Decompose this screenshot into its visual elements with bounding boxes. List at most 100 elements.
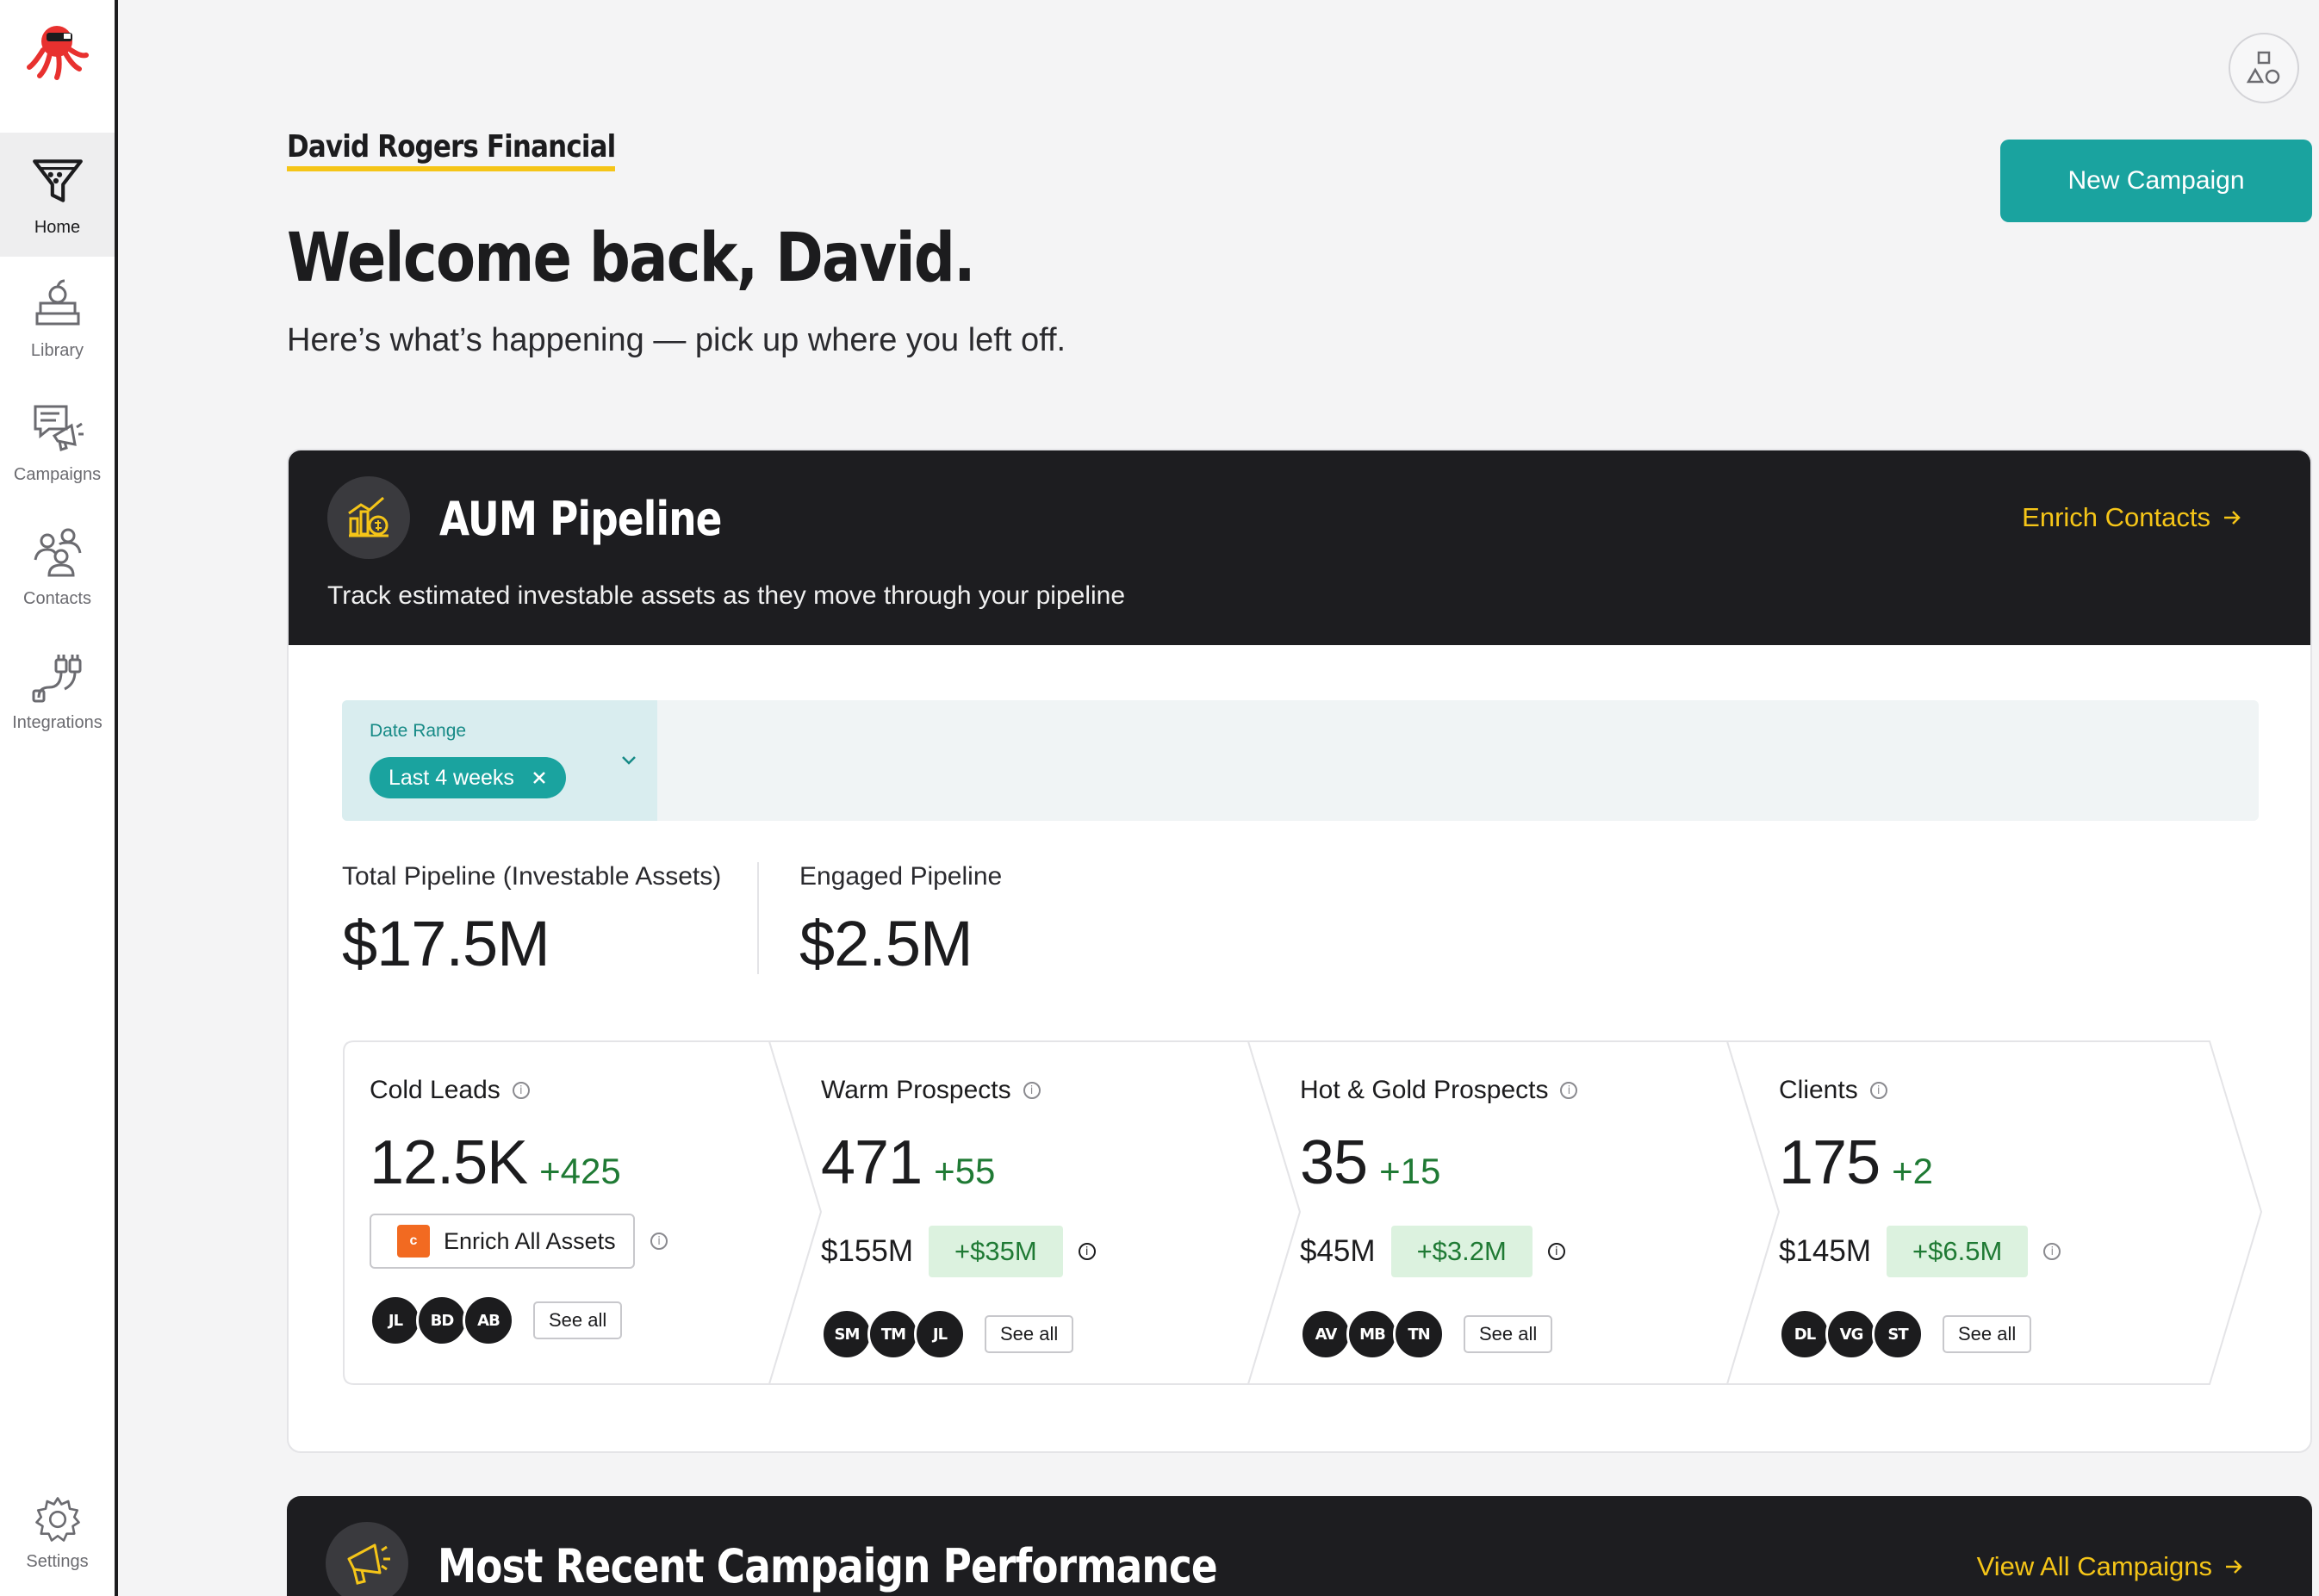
total-pipeline-stat: Total Pipeline (Investable Assets) $17.5… (342, 862, 721, 980)
stage-amount-value: $145M (1779, 1234, 1872, 1268)
campaign-performance-title: Most Recent Campaign Performance (438, 1539, 1218, 1593)
megaphone-chat-icon (34, 405, 84, 451)
stage-name: Hot & Gold Prospects i (1300, 1076, 1578, 1105)
see-all-button[interactable]: See all (1464, 1315, 1553, 1353)
stat-divider (757, 862, 759, 974)
info-icon[interactable]: i (1560, 1082, 1578, 1099)
aum-pipeline-title: AUM Pipeline (439, 492, 722, 546)
stage-name-text: Warm Prospects (821, 1076, 1011, 1104)
sidebar-item-integrations[interactable]: Integrations (0, 629, 115, 753)
see-all-button[interactable]: See all (985, 1315, 1074, 1353)
chevron-down-icon[interactable] (616, 748, 642, 773)
avatar[interactable]: ST (1872, 1308, 1924, 1360)
see-all-button[interactable]: See all (1943, 1315, 2032, 1353)
sidebar-item-library[interactable]: Library (0, 257, 115, 381)
total-pipeline-value: $17.5M (342, 908, 550, 979)
plug-icon (32, 654, 81, 702)
stage-count-delta: +15 (1379, 1151, 1441, 1191)
stage-name: Warm Prospects i (821, 1076, 1041, 1105)
gear-icon (34, 1496, 80, 1542)
stage-hot-gold-prospects[interactable]: Hot & Gold Prospects i 35 +15 $45M +$3.2M… (1300, 1040, 1731, 1393)
total-pipeline-label: Total Pipeline (Investable Assets) (342, 862, 722, 891)
stage-amount: $45M +$3.2M i (1300, 1226, 1565, 1277)
sidebar-item-contacts[interactable]: Contacts (0, 505, 115, 629)
stage-amount-value: $155M (821, 1234, 914, 1268)
engaged-pipeline-stat: Engaged Pipeline $2.5M (799, 862, 1002, 980)
avatar[interactable]: JL (370, 1295, 421, 1346)
people-icon (34, 528, 81, 576)
chart-growth-icon (327, 476, 410, 559)
sidebar-item-label: Library (30, 340, 84, 360)
sidebar-item-home[interactable]: Home (0, 133, 115, 257)
date-range-chip-label: Last 4 weeks (389, 765, 514, 790)
avatar[interactable]: TM (867, 1308, 919, 1360)
page-title: Welcome back, David. (287, 220, 976, 297)
sidebar-item-label: Settings (26, 1551, 89, 1571)
avatar[interactable]: SM (821, 1308, 873, 1360)
stage-avatars: AV MB TN See all (1300, 1308, 1553, 1360)
arrow-right-icon (2224, 511, 2241, 525)
avatar[interactable]: DL (1779, 1308, 1831, 1360)
arrow-right-icon (2226, 1560, 2242, 1574)
avatar[interactable]: AB (463, 1295, 514, 1346)
sidebar-item-label: Campaigns (13, 464, 102, 484)
stage-amount-delta: +$6.5M (1887, 1226, 2029, 1277)
stage-name-text: Clients (1779, 1076, 1858, 1104)
stage-name-text: Hot & Gold Prospects (1300, 1076, 1549, 1104)
info-icon[interactable]: i (1869, 1082, 1887, 1099)
view-all-campaigns-link[interactable]: View All Campaigns (1977, 1551, 2243, 1582)
stage-count-delta: +55 (934, 1151, 996, 1191)
stage-warm-prospects[interactable]: Warm Prospects i 471 +55 $155M +$35M i SM… (821, 1040, 1252, 1393)
funnel-icon (32, 158, 83, 202)
info-icon[interactable]: i (512, 1082, 530, 1099)
stage-avatars: DL VG ST See all (1779, 1308, 2032, 1360)
avatar[interactable]: BD (416, 1295, 468, 1346)
avatar[interactable]: MB (1346, 1308, 1398, 1360)
shapes-menu-button[interactable] (2229, 33, 2299, 103)
aum-pipeline-header: AUM Pipeline Track estimated investable … (289, 450, 2310, 645)
stage-avatars: JL BD AB See all (370, 1295, 623, 1346)
stage-count: 12.5K +425 (370, 1127, 621, 1198)
new-campaign-button[interactable]: New Campaign (2000, 140, 2312, 222)
aum-pipeline-description: Track estimated investable assets as the… (327, 581, 1126, 610)
stage-amount-value: $45M (1300, 1234, 1376, 1268)
stage-cold-leads[interactable]: Cold Leads i 12.5K +425 c Enrich All Asse… (342, 1040, 773, 1393)
stage-count-value: 175 (1779, 1128, 1881, 1197)
date-range-filter[interactable]: Date Range Last 4 weeks (342, 700, 657, 821)
pipeline-stage-outline (343, 1040, 2263, 1385)
info-icon[interactable]: i (1023, 1082, 1041, 1099)
avatar[interactable]: JL (914, 1308, 966, 1360)
enrich-contacts-link[interactable]: Enrich Contacts (2022, 502, 2241, 533)
date-range-label: Date Range (370, 721, 467, 741)
view-all-campaigns-label: View All Campaigns (1976, 1551, 2212, 1581)
sidebar-item-label: Contacts (23, 588, 91, 608)
info-icon[interactable]: i (650, 1233, 668, 1250)
close-icon[interactable] (532, 770, 547, 786)
date-range-chip[interactable]: Last 4 weeks (370, 757, 566, 798)
info-icon[interactable]: i (1078, 1243, 1096, 1260)
stage-amount: $155M +$35M i (821, 1226, 1096, 1277)
org-name: David Rogers Financial (287, 129, 616, 171)
filter-bar: Date Range Last 4 weeks (342, 700, 2259, 821)
hubspot-icon: c (397, 1225, 430, 1258)
stage-count: 471 +55 (821, 1127, 995, 1198)
pipeline-stages: Cold Leads i 12.5K +425 c Enrich All Asse… (342, 1040, 2280, 1401)
stage-name: Cold Leads i (370, 1076, 530, 1105)
stage-count-value: 35 (1300, 1128, 1368, 1197)
sidebar-item-campaigns[interactable]: Campaigns (0, 381, 115, 505)
page-subtitle: Here’s what’s happening — pick up where … (287, 322, 1066, 358)
stage-count-value: 12.5K (370, 1128, 528, 1197)
avatar[interactable]: TN (1393, 1308, 1445, 1360)
library-books-icon (35, 279, 79, 325)
info-icon[interactable]: i (2043, 1243, 2061, 1260)
stage-clients[interactable]: Clients i 175 +2 $145M +$6.5M i DL VG ST … (1779, 1040, 2210, 1393)
avatar[interactable]: VG (1825, 1308, 1877, 1360)
stage-count: 175 +2 (1779, 1127, 1933, 1198)
info-icon[interactable]: i (1547, 1243, 1565, 1260)
sidebar-item-settings[interactable]: Settings (0, 1481, 115, 1585)
octopus-logo-icon[interactable] (26, 16, 93, 83)
see-all-button[interactable]: See all (533, 1301, 623, 1339)
enrich-all-assets-button[interactable]: c Enrich All Assets (370, 1214, 635, 1269)
stage-count-delta: +2 (1892, 1151, 1934, 1191)
avatar[interactable]: AV (1300, 1308, 1352, 1360)
